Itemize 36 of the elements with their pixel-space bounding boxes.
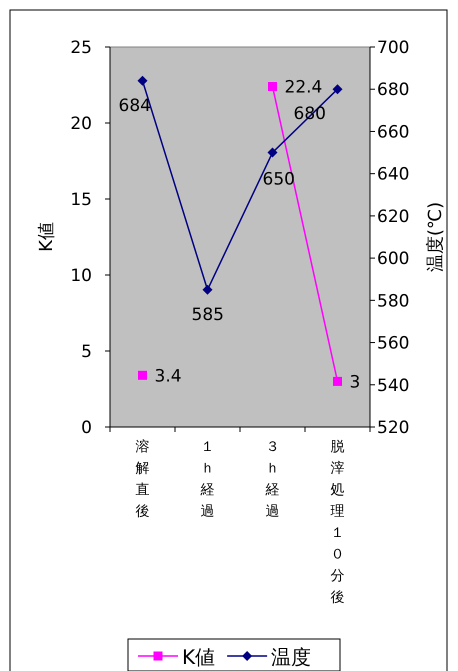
point: [268, 82, 277, 92]
y-tick-label: 15: [70, 190, 92, 210]
point: [333, 376, 342, 386]
y-tick-label: 25: [70, 38, 92, 58]
data-label: 3: [350, 372, 360, 392]
point: [332, 84, 342, 94]
x-tick-label: 溶解直後: [136, 439, 150, 520]
legend-label: K値: [182, 645, 216, 669]
y-axis-title: K値: [36, 222, 57, 252]
point: [138, 76, 148, 86]
data-label: 585: [192, 304, 224, 325]
y-tick-label: 5: [81, 342, 92, 362]
data-label: 684: [118, 96, 151, 116]
y-tick-label: 20: [70, 114, 92, 134]
y2-tick-label: 600: [377, 249, 410, 270]
point: [202, 284, 212, 295]
y2-tick-label: 520: [377, 418, 410, 438]
x-tick-label: 脱滓処理１０分後: [330, 439, 344, 606]
y2-axis-title: 温度(℃): [425, 202, 446, 272]
y2-tick-label: 580: [377, 291, 410, 312]
data-label: 22.4: [284, 78, 322, 98]
y2-tick-label: 680: [377, 80, 410, 100]
x-tick-label: ３ｈ経過: [264, 439, 280, 520]
y2-tick-label: 620: [377, 206, 410, 227]
point: [138, 370, 147, 380]
data-label: 3.4: [154, 366, 182, 386]
point: [268, 148, 278, 158]
legend-label: 温度: [271, 645, 312, 669]
x-tick-label: １ｈ経過: [200, 439, 214, 520]
y-tick-label: 0: [81, 418, 92, 438]
y-tick-label: 10: [70, 266, 92, 286]
y2-tick-label: 660: [377, 122, 410, 142]
y2-tick-label: 700: [377, 38, 410, 58]
y2-tick-label: 560: [377, 334, 410, 354]
y2-tick-label: 540: [377, 376, 410, 396]
y2-tick-label: 640: [377, 164, 410, 185]
